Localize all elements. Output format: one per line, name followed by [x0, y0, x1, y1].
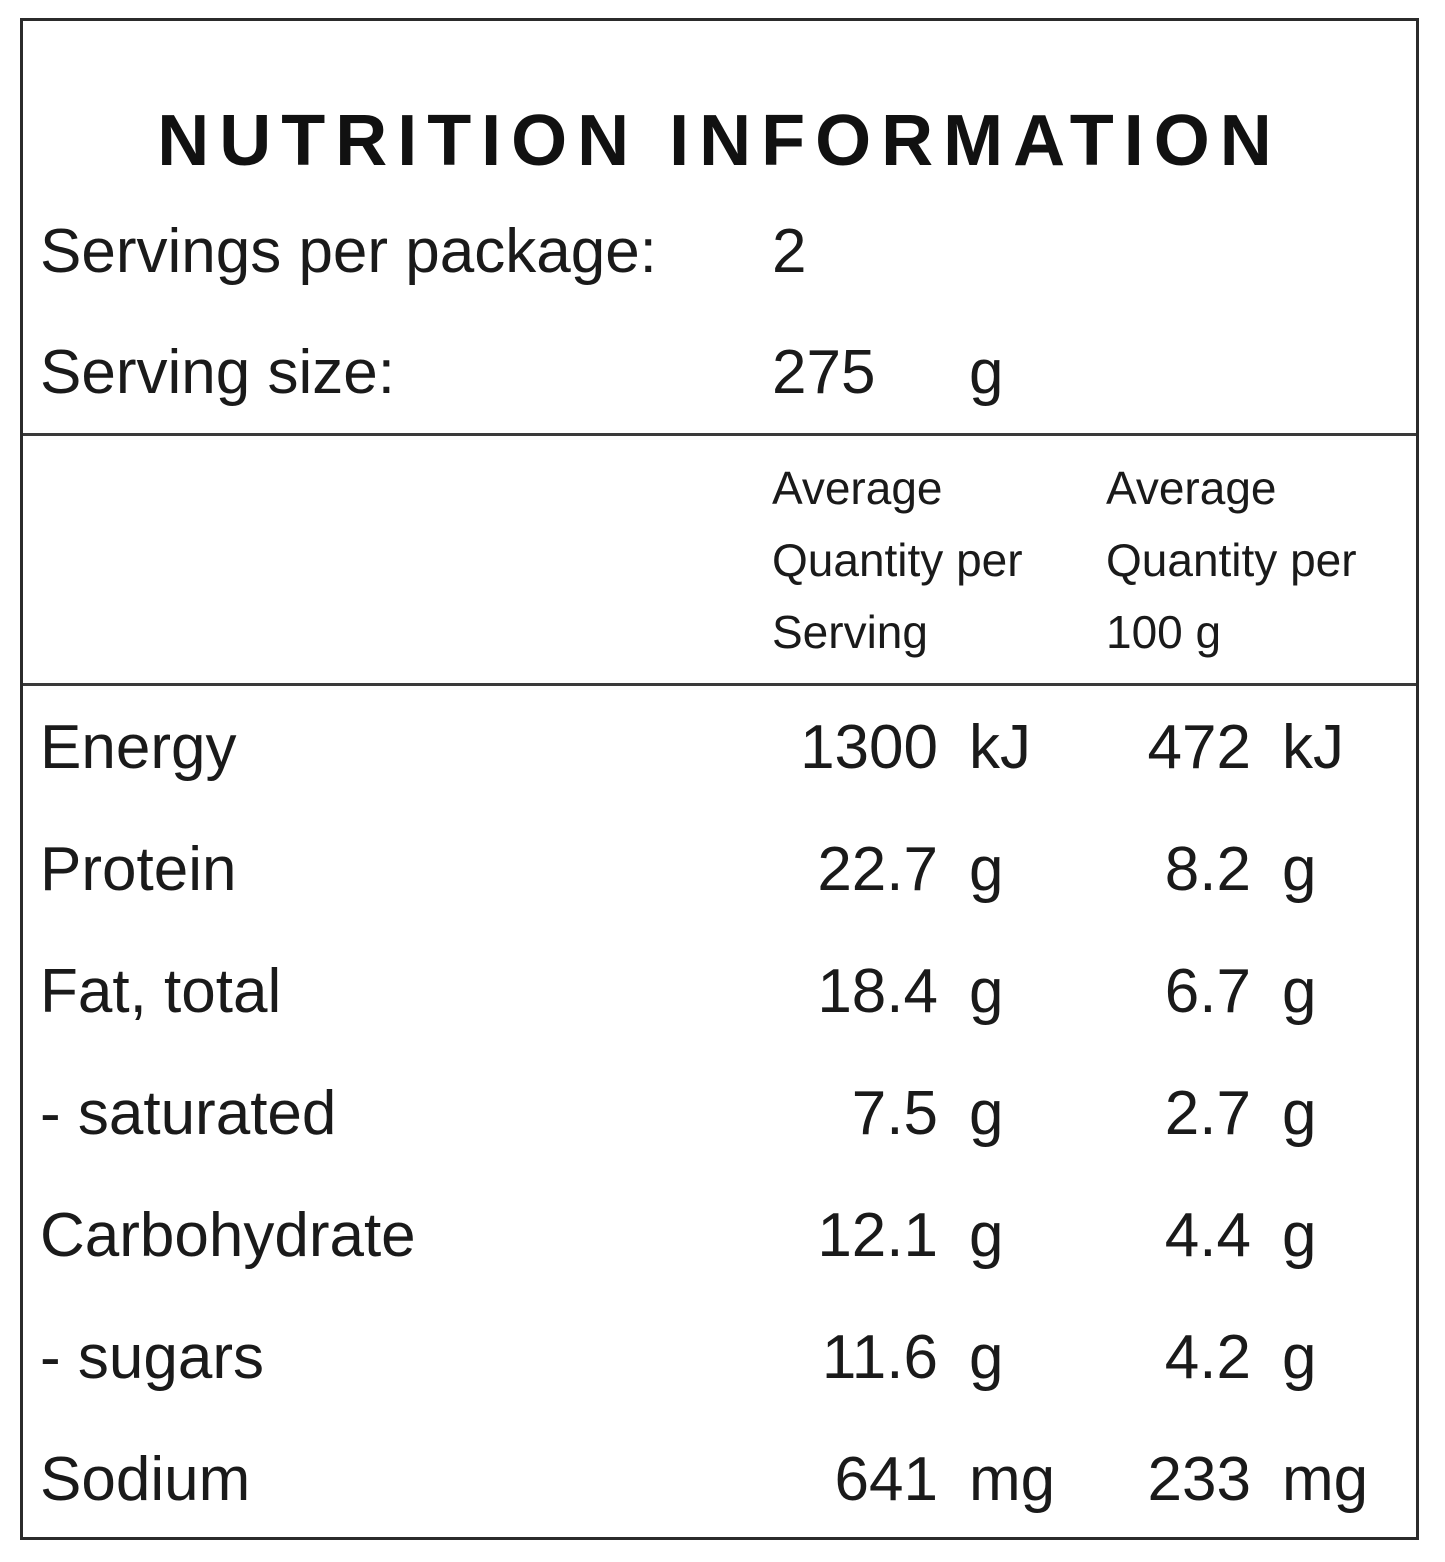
- nutrient-name: Carbohydrate: [40, 1201, 416, 1270]
- table-divider: [23, 683, 1416, 686]
- panel-title: NUTRITION INFORMATION: [157, 101, 1282, 181]
- serving-value: 22.7: [817, 835, 938, 904]
- per100g-unit: mg: [1282, 1445, 1369, 1514]
- per100g-value: 4.2: [1164, 1323, 1251, 1392]
- col-100g-line-2: Quantity per: [1106, 534, 1357, 586]
- serving-unit: g: [969, 1201, 1004, 1270]
- per100g-unit: g: [1282, 1079, 1317, 1148]
- serving-size-value: 275: [772, 338, 876, 407]
- nutrient-name: - sugars: [40, 1323, 264, 1392]
- per100g-unit: g: [1282, 1323, 1317, 1392]
- serving-unit: g: [969, 1323, 1004, 1392]
- col-serving-line-3: Serving: [772, 606, 928, 658]
- col-serving-line-2: Quantity per: [772, 534, 1023, 586]
- servings-per-package-value: 2: [772, 217, 807, 286]
- serving-unit: mg: [969, 1445, 1056, 1514]
- per100g-unit: g: [1282, 1201, 1317, 1270]
- serving-size-label: Serving size:: [40, 338, 395, 407]
- per100g-value: 233: [1147, 1445, 1251, 1514]
- per100g-value: 4.4: [1164, 1201, 1251, 1270]
- serving-value: 11.6: [821, 1323, 938, 1392]
- nutrient-name: Sodium: [40, 1445, 251, 1514]
- servings-per-package-label: Servings per package:: [40, 217, 657, 286]
- col-100g-line-1: Average: [1106, 462, 1277, 514]
- serving-unit: g: [969, 1079, 1004, 1148]
- per100g-value: 472: [1147, 713, 1251, 782]
- serving-value: 12.1: [817, 1201, 938, 1270]
- serving-size-unit: g: [969, 338, 1004, 407]
- serving-value: 7.5: [851, 1079, 938, 1148]
- nutrient-name: - saturated: [40, 1079, 337, 1148]
- per100g-unit: kJ: [1282, 713, 1344, 782]
- col-100g-line-3: 100 g: [1106, 606, 1222, 658]
- serving-unit: g: [969, 957, 1004, 1026]
- per100g-unit: g: [1282, 957, 1317, 1026]
- serving-unit: kJ: [969, 713, 1031, 782]
- header-divider: [23, 433, 1416, 436]
- nutrition-panel: NUTRITION INFORMATION Servings per packa…: [20, 18, 1419, 1540]
- nutrient-name: Energy: [40, 713, 237, 782]
- serving-value: 641: [834, 1445, 938, 1514]
- nutrient-name: Fat, total: [40, 957, 282, 1026]
- col-serving-line-1: Average: [772, 462, 943, 514]
- per100g-value: 8.2: [1164, 835, 1251, 904]
- serving-value: 18.4: [817, 957, 938, 1026]
- per100g-unit: g: [1282, 835, 1317, 904]
- nutrient-name: Protein: [40, 835, 237, 904]
- serving-value: 1300: [800, 713, 938, 782]
- per100g-value: 6.7: [1164, 957, 1251, 1026]
- serving-unit: g: [969, 835, 1004, 904]
- per100g-value: 2.7: [1164, 1079, 1251, 1148]
